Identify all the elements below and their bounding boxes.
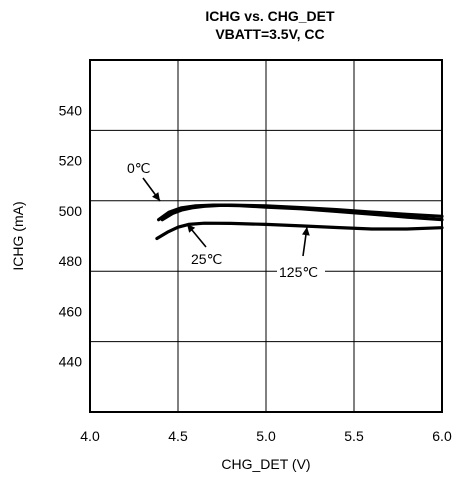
annotation-arrowhead (187, 224, 196, 233)
annotation-label: 125℃ (279, 264, 318, 280)
y-tick-label: 480 (59, 253, 83, 269)
x-tick-labels: 4.0 4.5 5.0 5.5 6.0 (80, 428, 452, 444)
x-tick-label: 6.0 (432, 428, 452, 444)
x-tick-label: 4.0 (80, 428, 100, 444)
series-line-2 (160, 203, 444, 222)
y-tick-label: 440 (59, 354, 83, 370)
annotations: 0℃ 25℃ 125℃ (127, 160, 325, 281)
grid-lines (90, 60, 442, 412)
plot-frame (89, 59, 443, 413)
y-axis-label: ICHG (mA) (10, 201, 26, 270)
y-tick-label: 500 (59, 203, 83, 219)
y-tick-label: 540 (59, 102, 83, 118)
annotation-label: 25℃ (191, 251, 222, 267)
x-tick-label: 5.0 (256, 428, 276, 444)
x-tick-label: 4.5 (168, 428, 188, 444)
x-tick-label: 5.5 (344, 428, 364, 444)
annotation-bg (277, 264, 325, 281)
y-tick-label: 460 (59, 303, 83, 319)
y-tick-label: 520 (59, 153, 83, 169)
annotation-label: 0℃ (127, 160, 151, 176)
chart-title: ICHG vs. CHG_DET (205, 8, 335, 24)
annotation-arrowhead (302, 227, 310, 236)
x-axis-label: CHG_DET (V) (221, 456, 310, 472)
series-line-3 (155, 221, 444, 241)
series-lines (155, 203, 444, 241)
chart-subtitle: VBATT=3.5V, CC (215, 26, 324, 42)
annotation-arrowhead (152, 192, 160, 201)
y-tick-labels: 440 460 480 500 520 540 (59, 102, 83, 369)
